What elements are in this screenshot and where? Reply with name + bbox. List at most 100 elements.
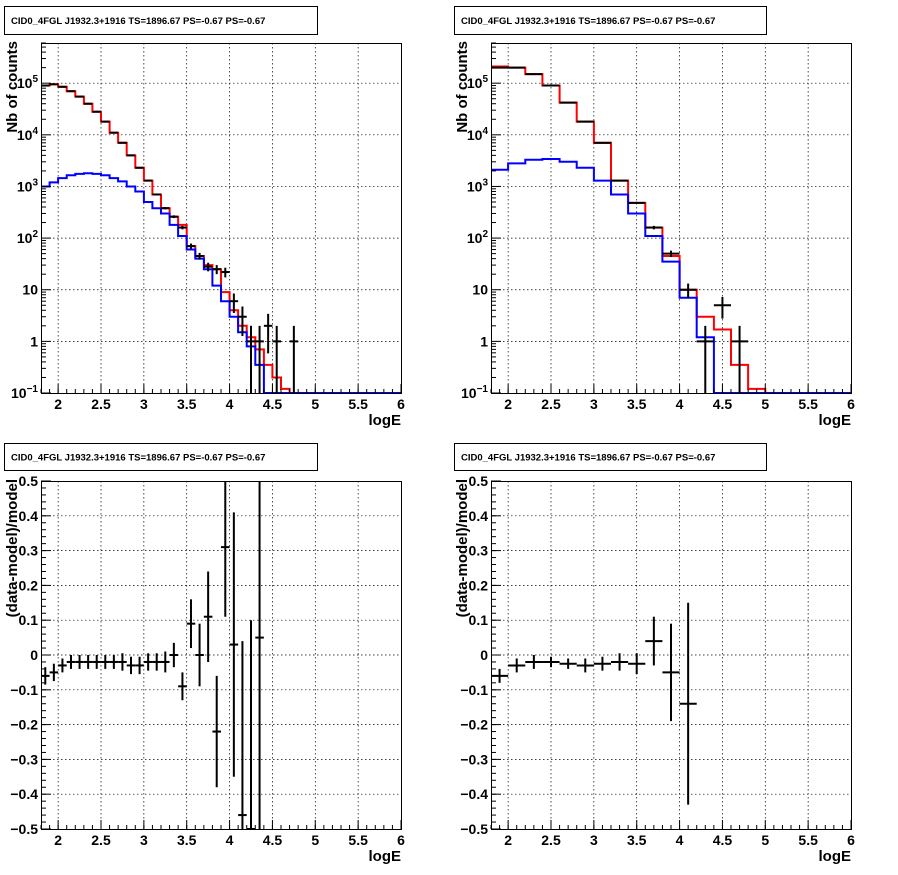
x-tick-label: 4 <box>676 832 684 848</box>
x-tick-label: 5.5 <box>798 396 818 412</box>
y-tick-label: −0.2 <box>460 717 488 733</box>
y-tick-label: 1 <box>30 333 38 349</box>
x-tick-label: 3 <box>590 396 598 412</box>
step-line <box>41 83 401 394</box>
x-tick-label: 5.5 <box>348 832 368 848</box>
x-tick-label: 6 <box>847 396 855 412</box>
data-point <box>229 293 239 313</box>
data-point <box>212 675 221 788</box>
data-point <box>49 663 59 682</box>
x-tick-label: 2.5 <box>91 832 111 848</box>
x-axis-label: logE <box>369 412 402 429</box>
data-point <box>221 267 230 278</box>
x-tick-label: 3.5 <box>177 396 197 412</box>
y-tick-label: 102 <box>467 229 489 246</box>
y-tick-label: 0.1 <box>469 612 489 628</box>
model-step-series <box>491 158 851 394</box>
data-point <box>109 655 119 669</box>
y-tick-label: 0.4 <box>469 508 489 524</box>
y-tick-label: −0.3 <box>460 751 488 767</box>
y-axis: −0.5 −0.4 −0.3 −0.2 −0.1 0 0.1 0.2 0.3 0.4 0.5 <box>10 473 51 837</box>
x-axis-label: logE <box>819 412 852 429</box>
data-point <box>186 243 196 249</box>
x-tick-label: 4 <box>226 396 234 412</box>
x-tick-label: 3.5 <box>627 832 647 848</box>
panel-title: CID0_4FGL J1932.3+1916 TS=1896.67 PS=-0.… <box>11 453 265 464</box>
x-tick-label: 2 <box>54 396 62 412</box>
grid <box>41 481 401 829</box>
title-box: CID0_4FGL J1932.3+1916 TS=1896.67 PS=-0.… <box>454 6 767 35</box>
data-point <box>525 655 543 669</box>
data-point <box>576 658 594 673</box>
y-axis-label: Nb of counts <box>4 41 21 133</box>
x-tick-label: 2 <box>504 832 512 848</box>
y-tick-label: 1 <box>480 333 488 349</box>
x-tick-label: 3.5 <box>177 832 197 848</box>
data-point <box>178 672 187 701</box>
data-point <box>272 325 281 393</box>
y-tick-label: 10−1 <box>11 384 38 401</box>
y-tick-label: 0.2 <box>469 577 489 593</box>
grid <box>41 43 401 393</box>
data-point <box>696 325 714 393</box>
data-point <box>593 656 611 671</box>
plot-area <box>491 65 851 394</box>
x-tick-label: 4.5 <box>263 832 283 848</box>
data-point <box>203 571 213 662</box>
data-point <box>542 656 560 668</box>
data-point <box>713 296 731 319</box>
data-point <box>58 658 67 673</box>
x-tick-label: 6 <box>847 832 855 848</box>
data-point <box>135 166 144 169</box>
y-tick-label: 102 <box>17 229 39 246</box>
y-tick-label: 0.3 <box>469 543 489 559</box>
data-points-series <box>491 602 697 805</box>
data-point <box>611 179 629 182</box>
x-axis: 2 2.5 3 3.5 4 4.5 5 5.5 6 <box>490 820 855 848</box>
data-point <box>263 313 273 354</box>
data-point <box>662 623 680 722</box>
x-axis-label: logE <box>819 848 852 865</box>
data-point <box>645 616 663 666</box>
data-point <box>169 642 179 668</box>
data-point <box>255 481 264 829</box>
x-tick-label: 2.5 <box>91 396 111 412</box>
x-tick-label: 3 <box>140 396 148 412</box>
x-tick-label: 4.5 <box>713 832 733 848</box>
title-box: CID0_4FGL J1932.3+1916 TS=1896.67 PS=-0.… <box>4 6 318 35</box>
data-point <box>126 656 136 675</box>
grid <box>491 481 851 829</box>
bottom-left-residual-panel: CID0_4FGL J1932.3+1916 TS=1896.67 PS=-0.… <box>4 443 405 865</box>
y-tick-label: 0 <box>30 647 38 663</box>
y-tick-label: 10 <box>472 282 488 298</box>
y-tick-label: 0.5 <box>19 473 39 489</box>
data-point <box>143 179 153 182</box>
data-point <box>195 623 204 687</box>
panel-title: CID0_4FGL J1932.3+1916 TS=1896.67 PS=-0.… <box>11 16 265 27</box>
data-points-series <box>41 481 264 830</box>
y-tick-label: 10−1 <box>461 384 488 401</box>
x-tick-label: 5.5 <box>798 832 818 848</box>
data-point <box>186 599 196 649</box>
x-axis: 2 2.5 3 3.5 4 4.5 5 5.5 6 <box>490 384 855 412</box>
data-point <box>662 250 680 258</box>
data-point <box>118 141 127 144</box>
data-point <box>212 265 221 275</box>
x-tick-label: 2.5 <box>541 832 561 848</box>
y-tick-label: −0.2 <box>10 717 38 733</box>
data-point <box>66 655 76 669</box>
x-tick-label: 5 <box>761 396 769 412</box>
y-tick-label: 0.3 <box>19 543 39 559</box>
data-point <box>628 201 646 204</box>
y-axis-label: (data-model)/model <box>454 479 471 617</box>
data-point <box>238 641 247 829</box>
data-points-series <box>41 83 299 393</box>
data-point <box>195 252 204 260</box>
top-left-counts-panel: CID0_4FGL J1932.3+1916 TS=1896.67 PS=-0.… <box>4 6 405 429</box>
data-point <box>559 658 577 669</box>
step-line <box>491 158 851 394</box>
data-point <box>92 655 101 669</box>
data-point <box>221 481 230 617</box>
